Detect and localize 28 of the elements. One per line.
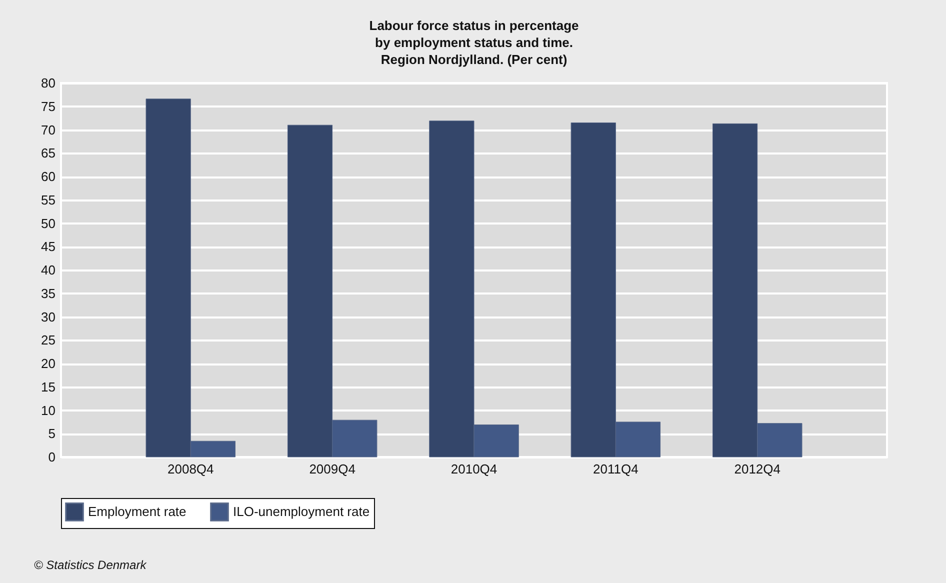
legend-label: Employment rate	[88, 504, 186, 519]
y-tick-label: 15	[41, 379, 56, 394]
y-tick-label: 50	[41, 216, 56, 231]
y-tick-label: 70	[41, 122, 56, 138]
text: © Statistics Denmark	[34, 558, 146, 572]
legend-label: ILO-unemployment rate	[233, 504, 370, 519]
y-tick-label: 40	[41, 262, 56, 278]
y-tick-label: 0	[48, 450, 56, 464]
y-tick-label: 5	[48, 426, 56, 442]
y-tick-label: 10	[41, 402, 56, 418]
y-tick-label: 20	[41, 356, 56, 371]
text: by employment status and time.	[375, 35, 573, 50]
text: Region Nordjylland. (Per cent)	[380, 52, 568, 67]
y-tick-label: 55	[41, 192, 56, 208]
text: Labour force status in percentage	[369, 18, 579, 33]
x-tick-label: 2010Q4	[450, 462, 498, 476]
x-tick-label: 2012Q4	[734, 462, 780, 476]
y-tick-label: 65	[41, 146, 56, 161]
y-tick-label: 30	[41, 309, 56, 324]
y-tick-label: 80	[41, 76, 56, 90]
y-tick-label: 25	[41, 332, 56, 348]
x-tick-label: 2009Q4	[309, 462, 356, 476]
y-tick-label: 60	[41, 169, 56, 184]
y-tick-label: 45	[41, 239, 56, 254]
y-tick-label: 75	[41, 98, 56, 114]
x-tick-label: 2008Q4	[168, 462, 214, 476]
y-tick-label: 35	[41, 286, 56, 301]
x-tick-label: 2011Q4	[593, 462, 638, 476]
